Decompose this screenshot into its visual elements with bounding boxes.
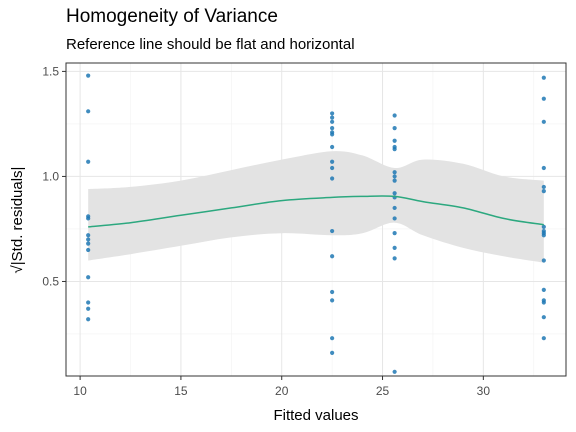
- data-point: [330, 144, 335, 150]
- data-point: [541, 233, 546, 238]
- data-point: [86, 216, 91, 221]
- data-point: [86, 159, 91, 164]
- data-point: [330, 119, 335, 124]
- data-point: [392, 205, 397, 211]
- data-point: [392, 138, 397, 143]
- data-point: [86, 275, 91, 280]
- data-point: [392, 170, 397, 175]
- data-point: [330, 132, 335, 137]
- data-points: [86, 73, 546, 374]
- chart-subtitle: Reference line should be flat and horizo…: [66, 36, 355, 53]
- confidence-band: [88, 151, 544, 263]
- data-point: [330, 254, 335, 259]
- data-point: [541, 300, 546, 305]
- data-point: [330, 165, 335, 171]
- x-tick-label: 20: [275, 384, 289, 398]
- data-point: [86, 306, 91, 311]
- data-point: [392, 191, 397, 196]
- data-point: [330, 289, 335, 295]
- data-point: [392, 256, 397, 261]
- data-point: [86, 241, 91, 246]
- y-tick-label: 0.5: [42, 274, 59, 288]
- data-point: [392, 216, 397, 221]
- data-point: [541, 75, 546, 80]
- x-tick-label: 15: [174, 384, 188, 398]
- x-tick-label: 10: [73, 384, 87, 398]
- data-point: [86, 109, 91, 114]
- data-point: [330, 159, 335, 164]
- data-point: [541, 96, 546, 101]
- data-point: [392, 174, 397, 179]
- data-point: [541, 165, 546, 171]
- data-point: [330, 350, 335, 355]
- data-point: [541, 189, 546, 194]
- y-axis: 0.5 1.0 1.5: [42, 64, 66, 288]
- data-point: [86, 317, 91, 322]
- data-point: [541, 119, 546, 124]
- data-point: [330, 298, 335, 303]
- data-point: [541, 315, 546, 320]
- data-point: [86, 237, 91, 242]
- data-point: [86, 247, 91, 253]
- data-point: [541, 184, 546, 190]
- plot-border: [65, 62, 567, 377]
- data-point: [330, 115, 335, 120]
- x-axis: 10 15 20 25 30: [73, 376, 490, 398]
- data-point: [86, 73, 91, 78]
- data-point: [330, 228, 335, 234]
- data-point: [541, 336, 546, 341]
- data-point: [392, 231, 397, 236]
- data-point: [86, 300, 91, 305]
- x-tick-label: 25: [376, 384, 390, 398]
- data-point: [392, 369, 397, 374]
- y-axis-label: √|Std. residuals|: [9, 167, 26, 274]
- data-point: [86, 233, 91, 238]
- data-point: [392, 178, 397, 183]
- data-point: [541, 287, 546, 292]
- data-point: [330, 176, 335, 181]
- smooth-line: [88, 195, 544, 228]
- chart-title: Homogeneity of Variance: [66, 6, 278, 27]
- data-point: [330, 126, 335, 131]
- data-point: [541, 224, 546, 229]
- data-point: [541, 258, 546, 263]
- y-tick-label: 1.5: [42, 64, 59, 78]
- data-point: [330, 111, 335, 116]
- y-tick-label: 1.0: [42, 169, 59, 183]
- data-point: [392, 126, 397, 131]
- data-point: [392, 245, 397, 250]
- data-point: [392, 113, 397, 118]
- x-tick-label: 30: [477, 384, 491, 398]
- data-point: [330, 336, 335, 341]
- x-axis-label: Fitted values: [273, 407, 358, 424]
- data-point: [392, 147, 397, 152]
